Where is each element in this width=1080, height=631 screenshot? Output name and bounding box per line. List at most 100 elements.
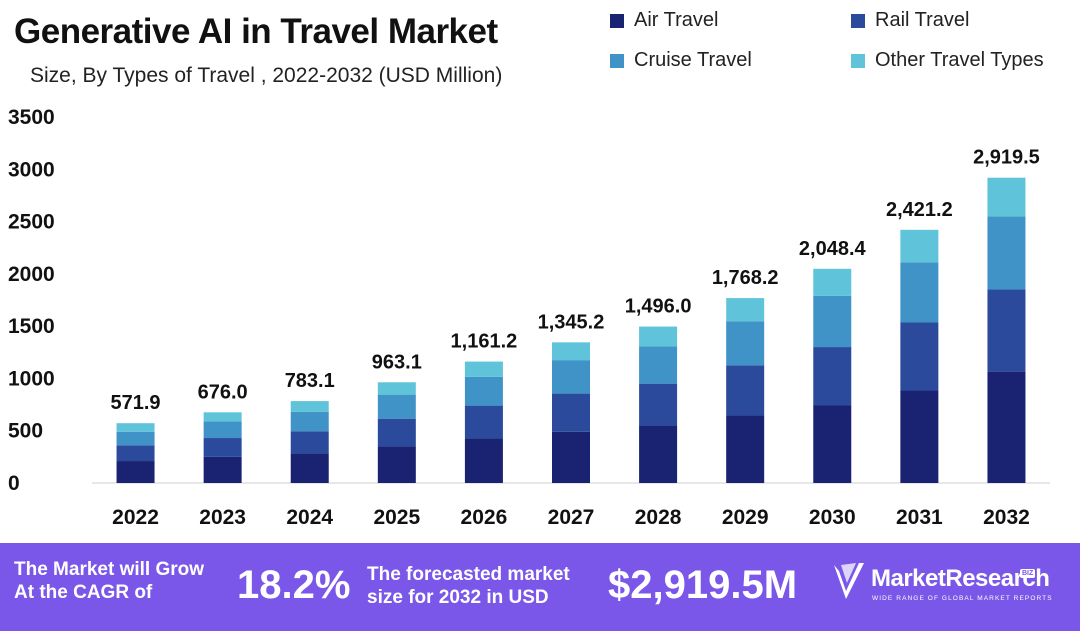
y-tick-label: 3000: [8, 158, 55, 181]
bar-segment-other-travel-types: [290, 401, 329, 412]
x-tick-label: 2027: [548, 506, 595, 529]
bar-segment-air-travel: [987, 371, 1026, 483]
y-tick-label: 2000: [8, 263, 55, 286]
bar-segment-cruise-travel: [203, 421, 242, 439]
cagr-caption-line1: The Market will Grow: [14, 559, 205, 580]
bar-segment-other-travel-types: [552, 342, 590, 361]
bar-total-label: 783.1: [285, 370, 335, 392]
bar-segment-cruise-travel: [116, 431, 155, 446]
legend-label-cruise-travel: Cruise Travel: [634, 49, 752, 71]
legend-label-other-travel-types: Other Travel Types: [875, 49, 1044, 71]
logo-tagline: WIDE RANGE OF GLOBAL MARKET REPORTS: [872, 595, 1053, 602]
cagr-caption: The Market will Grow At the CAGR of: [14, 558, 204, 604]
bar-segment-other-travel-types: [377, 382, 416, 395]
legend-item-rail-travel: Rail Travel: [851, 9, 969, 32]
legend-label-air-travel: Air Travel: [634, 9, 719, 31]
bar-segment-cruise-travel: [639, 346, 678, 384]
y-tick-label: 500: [8, 420, 43, 443]
bar-segment-other-travel-types: [813, 268, 852, 296]
forecast-caption-line1: The forecasted market: [367, 564, 570, 585]
bar-segment-cruise-travel: [290, 411, 329, 432]
bar-segment-air-travel: [552, 431, 590, 483]
summary-banner: The Market will Grow At the CAGR of 18.2…: [0, 543, 1080, 631]
bar-segment-air-travel: [116, 461, 155, 483]
bar-segment-cruise-travel: [552, 360, 590, 394]
x-tick-label: 2032: [983, 506, 1030, 529]
bar-segment-air-travel: [900, 390, 939, 483]
bar-segment-rail-travel: [377, 418, 416, 447]
x-tick-label: 2031: [896, 506, 943, 529]
bar-segment-other-travel-types: [464, 361, 503, 377]
bar-segment-rail-travel: [290, 431, 329, 454]
x-tick-label: 2025: [373, 506, 420, 529]
legend-swatch-other-travel-types: [851, 53, 865, 68]
forecast-caption: The forecasted market size for 2032 in U…: [367, 563, 570, 609]
x-tick-label: 2023: [199, 506, 246, 529]
bar-total-label: 2,048.4: [799, 238, 867, 260]
legend-item-air-travel: Air Travel: [610, 9, 718, 32]
y-tick-label: 2500: [8, 211, 55, 234]
forecast-caption-line2: size for 2032 in USD: [367, 587, 549, 608]
bar-segment-air-travel: [464, 438, 503, 483]
bar-segment-cruise-travel: [377, 394, 416, 419]
bar-segment-other-travel-types: [116, 423, 155, 432]
bar-segment-rail-travel: [464, 405, 503, 439]
bar-segment-other-travel-types: [987, 177, 1026, 217]
bar-total-label: 571.9: [111, 392, 161, 414]
legend-item-cruise-travel: Cruise Travel: [610, 49, 752, 72]
bar-segment-rail-travel: [552, 393, 590, 432]
legend-item-other-travel-types: Other Travel Types: [851, 49, 1044, 72]
y-tick-label: 0: [8, 472, 20, 495]
chart-title: Generative AI in Travel Market: [14, 12, 498, 51]
chart-subtitle: Size, By Types of Travel , 2022-2032 (US…: [30, 64, 503, 87]
bar-segment-rail-travel: [203, 438, 242, 457]
bar-total-label: 963.1: [372, 351, 422, 373]
bar-segment-rail-travel: [726, 365, 765, 416]
y-tick-label: 1500: [8, 315, 55, 338]
bar-segment-cruise-travel: [464, 376, 503, 406]
bar-segment-rail-travel: [116, 445, 155, 462]
legend-swatch-air-travel: [610, 13, 624, 28]
y-tick-label: 1000: [8, 367, 55, 390]
bar-segment-air-travel: [813, 405, 852, 483]
y-tick-label: 3500: [8, 106, 55, 129]
bar-segment-other-travel-types: [726, 298, 765, 322]
bar-segment-other-travel-types: [203, 412, 242, 422]
bar-segment-air-travel: [377, 446, 416, 483]
x-tick-label: 2028: [635, 506, 682, 529]
bar-total-label: 1,345.2: [538, 311, 605, 333]
bar-total-label: 2,919.5: [973, 147, 1040, 169]
bar-segment-cruise-travel: [900, 262, 939, 323]
stacked-bar-chart: 0 500 1000 1500 2000 2500 3000 3500 571.9 2022 676…: [8, 106, 1050, 529]
x-tick-label: 2024: [286, 506, 333, 529]
bar-segment-other-travel-types: [639, 326, 678, 347]
bar-segment-cruise-travel: [813, 295, 852, 348]
bar-total-label: 2,421.2: [886, 199, 953, 221]
bar-segment-rail-travel: [639, 383, 678, 427]
bar-segment-other-travel-types: [900, 229, 939, 263]
bar-segment-air-travel: [726, 415, 765, 483]
legend-label-rail-travel: Rail Travel: [875, 9, 970, 31]
bar-segment-air-travel: [639, 426, 678, 483]
bar-segment-rail-travel: [900, 322, 939, 391]
bar-total-label: 1,161.2: [451, 331, 518, 353]
bar-segment-rail-travel: [813, 347, 852, 406]
logo-badge: BIZ: [1020, 569, 1036, 578]
bar-total-label: 676.0: [198, 381, 248, 403]
bar-total-label: 1,768.2: [712, 267, 779, 289]
bar-segment-air-travel: [203, 456, 242, 483]
x-tick-label: 2022: [112, 506, 159, 529]
cagr-caption-line2: At the CAGR of: [14, 582, 153, 603]
legend-swatch-cruise-travel: [610, 53, 624, 68]
x-tick-label: 2026: [461, 506, 508, 529]
forecast-value: $2,919.5M: [608, 563, 798, 607]
bar-segment-cruise-travel: [726, 321, 765, 366]
legend-swatch-rail-travel: [851, 13, 865, 28]
bar-segment-rail-travel: [987, 289, 1026, 372]
cagr-value: 18.2%: [237, 563, 351, 607]
bar-segment-air-travel: [290, 453, 329, 483]
bar-total-label: 1,496.0: [625, 296, 692, 318]
marketresearch-logo-icon: [834, 563, 864, 599]
bar-segment-cruise-travel: [987, 216, 1026, 290]
x-tick-label: 2029: [722, 506, 769, 529]
